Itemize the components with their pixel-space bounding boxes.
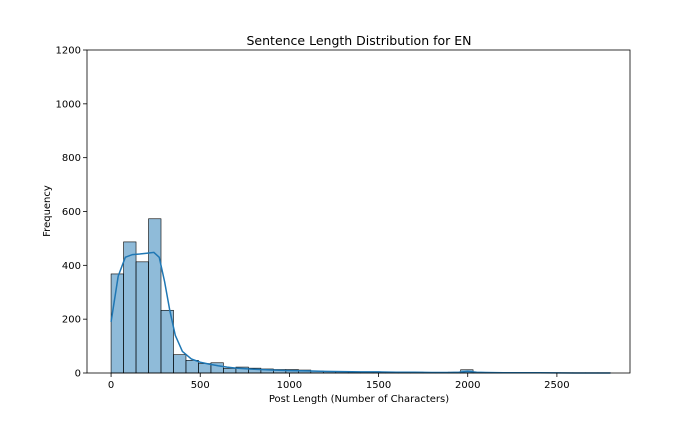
y-tick-label-2: 400: [62, 261, 81, 272]
y-tick-label-5: 1000: [56, 99, 81, 110]
y-axis-label: Frequency: [42, 185, 53, 237]
histogram-bar-0: [111, 274, 123, 373]
x-axis-label: Post Length (Number of Characters): [269, 394, 449, 405]
y-tick-label-0: 0: [75, 369, 81, 380]
x-tick-label-1: 500: [191, 380, 210, 391]
histogram-bar-7: [198, 364, 210, 373]
x-tick-label-4: 2000: [455, 380, 480, 391]
y-tick-label-6: 1200: [56, 46, 81, 57]
histogram-bar-5: [173, 355, 185, 373]
x-tick-label-5: 2500: [544, 380, 569, 391]
histogram-bar-3: [149, 219, 161, 373]
x-tick-label-3: 1500: [366, 380, 391, 391]
x-tick-label-0: 0: [108, 380, 114, 391]
x-axis: 0 500 1000 1500 2000 2500: [108, 373, 570, 391]
y-tick-label-4: 800: [62, 153, 81, 164]
x-tick-label-2: 1000: [277, 380, 302, 391]
y-axis: 0 200 400 600 800 1000 1200: [56, 46, 87, 380]
y-tick-label-1: 200: [62, 315, 81, 326]
histogram-bar-9: [223, 368, 235, 373]
histogram-bar-6: [186, 360, 198, 373]
y-tick-label-3: 600: [62, 207, 81, 218]
histogram-bar-2: [136, 262, 148, 373]
kde-line: [111, 252, 610, 373]
bars-layer: [111, 219, 610, 373]
histogram-bar-1: [124, 242, 136, 373]
chart-title: Sentence Length Distribution for EN: [247, 33, 472, 48]
